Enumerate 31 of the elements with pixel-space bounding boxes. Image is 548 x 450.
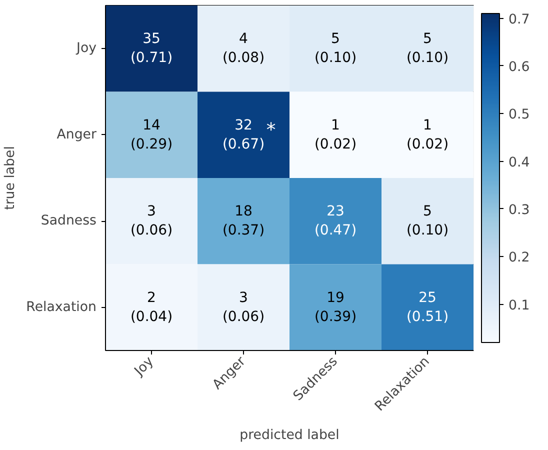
color-bar-label: 0.2 (508, 250, 530, 266)
color-bar-label: 0.4 (508, 155, 530, 170)
data-label: 4 (0.08) (222, 31, 265, 66)
data-label: 35 (0.71) (130, 31, 173, 66)
x-tick-label: Joy (131, 354, 157, 380)
color-bar-label: 0.5 (508, 108, 530, 123)
data-label: 18 (0.37) (222, 204, 265, 239)
y-tick-label: Relaxation (26, 300, 97, 315)
color-bar-label: 0.3 (508, 202, 530, 218)
data-label: 25 (0.51) (406, 290, 449, 325)
data-label: 5 (0.10) (406, 204, 449, 239)
data-label: 19 (0.39) (314, 290, 357, 325)
data-label: 1 (0.02) (406, 117, 449, 152)
data-label: 14 (0.29) (130, 117, 173, 152)
data-label: 3 (0.06) (222, 290, 265, 325)
color-bar-label: 0.1 (508, 298, 530, 314)
y-tick-label: Sadness (40, 214, 97, 229)
annotation: * (266, 120, 276, 142)
color-bar-label: 0.6 (508, 60, 530, 75)
y-tick-label: Anger (56, 127, 98, 142)
data-label: 5 (0.10) (314, 31, 357, 66)
data-label: 32 (0.67) (222, 117, 265, 152)
data-label: 2 (0.04) (130, 290, 173, 325)
data-label: 1 (0.02) (314, 117, 357, 152)
x-axis-title: predicted label (240, 428, 340, 443)
data-label: 23 (0.47) (314, 204, 357, 239)
data-label: 5 (0.10) (406, 31, 449, 66)
data-label: 3 (0.06) (130, 204, 173, 239)
y-tick-label: Joy (76, 41, 97, 56)
color-bar-label: 0.7 (508, 12, 530, 28)
y-axis-title: true label (3, 146, 18, 210)
